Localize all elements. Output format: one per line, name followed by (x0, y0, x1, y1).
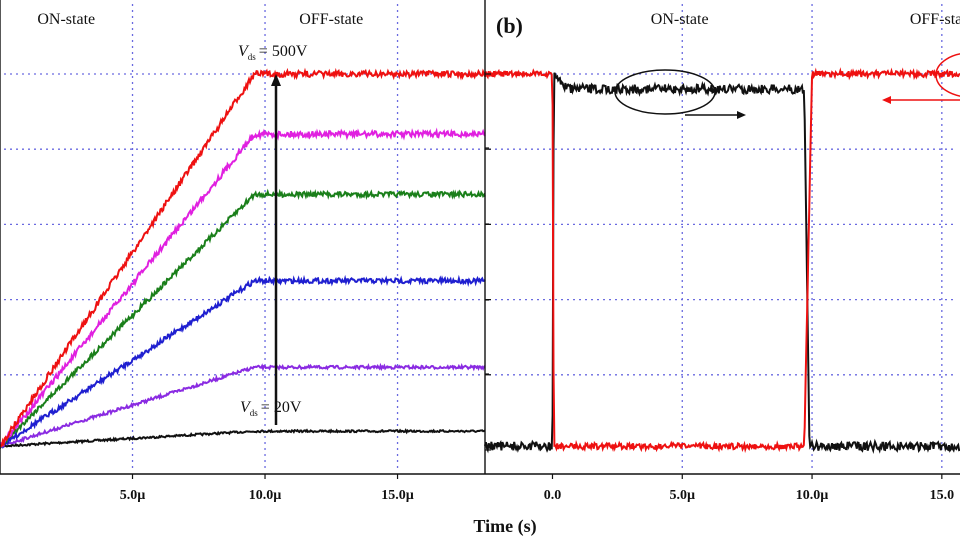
x-tick-label: 15.0µ (381, 488, 414, 503)
vds-bottom-var: V (240, 399, 252, 416)
panel-b-x-ticks: 0.0 5.0µ 10.0µ 15.0 (544, 474, 954, 503)
trace-20v (0, 428, 486, 449)
panel-a-traces (0, 67, 486, 449)
red-trace-arrow-head (882, 96, 891, 104)
x-tick-label: 10.0µ (796, 488, 829, 503)
vds-bottom-annotation: Vds = 20V (240, 399, 302, 418)
black-trace-arrow-head (737, 111, 746, 119)
on-state-label-a: ON-state (37, 11, 95, 28)
x-tick-label: 5.0µ (669, 488, 695, 503)
black-trace-circle-marker (614, 69, 716, 115)
vds-bottom-text: = 20V (261, 399, 302, 416)
chart-frame (0, 0, 960, 475)
on-state-label-b: ON-state (651, 11, 709, 28)
vds-top-text: = 500V (259, 43, 308, 60)
vds-bottom-sub: ds (250, 408, 259, 418)
off-state-label-b: OFF-state (910, 11, 960, 28)
voltage-arrow (271, 74, 281, 425)
vds-top-sub: ds (248, 52, 257, 62)
panel-b-labels: (b) ON-state OFF-state Time (s) (473, 11, 960, 537)
red-trace-circle-marker (935, 53, 960, 97)
panel-b: (b) ON-state OFF-state Time (s) 0.0 5.0µ 1… (473, 4, 960, 537)
x-axis-title: Time (s) (473, 516, 536, 537)
y-axis-ticks (485, 73, 491, 451)
panel-b-markers (614, 53, 960, 119)
panel-a-labels: ON-state OFF-state Vds = 500V Vds = 20V (37, 11, 363, 418)
trace-220v (0, 274, 486, 449)
trace-100v (0, 362, 486, 449)
x-tick-label: 0.0 (544, 488, 562, 503)
off-state-label-a: OFF-state (299, 11, 363, 28)
trace-500v (0, 67, 486, 448)
panel-a-x-ticks: 5.0µ 10.0µ 15.0µ (120, 474, 414, 503)
trace-black-trace (484, 72, 960, 454)
x-tick-label: 15.0 (930, 488, 955, 503)
trace-340v (0, 188, 486, 448)
x-tick-label: 10.0µ (249, 488, 282, 503)
vds-top-annotation: Vds = 500V (238, 43, 308, 62)
voltage-arrow-head (271, 74, 281, 86)
panel-b-label: (b) (496, 13, 523, 38)
x-tick-label: 5.0µ (120, 488, 146, 503)
trace-red-trace (484, 67, 960, 454)
panel-b-traces (484, 67, 960, 454)
trace-420v (0, 127, 486, 448)
vds-top-var: V (238, 43, 250, 60)
panel-a: ON-state OFF-state Vds = 500V Vds = 20V 5.… (0, 4, 486, 503)
